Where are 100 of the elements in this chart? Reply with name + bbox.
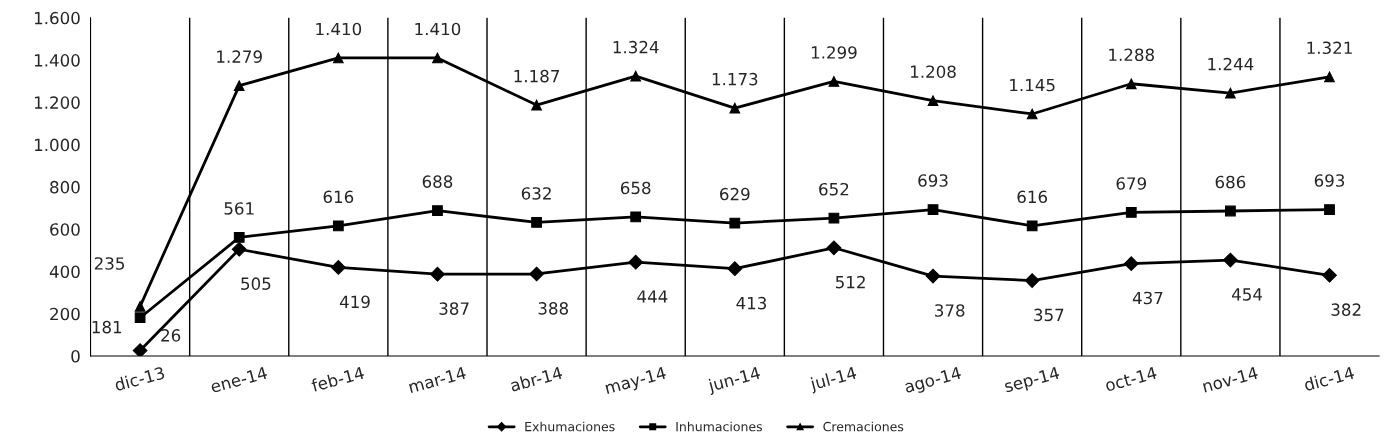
data-label: 419	[339, 295, 370, 309]
point	[1225, 87, 1236, 99]
y-tick-label: 600	[50, 223, 80, 236]
point	[332, 220, 344, 232]
point	[432, 205, 443, 216]
data-label: 512	[835, 275, 865, 289]
data-label: 378	[935, 304, 965, 317]
data-label: 693	[918, 174, 948, 187]
point	[531, 217, 542, 228]
point	[1324, 71, 1335, 83]
data-label: 1.279	[217, 50, 262, 63]
y-tick-label: 800	[50, 180, 80, 194]
data-label: 181	[92, 320, 122, 334]
data-label: 686	[1215, 175, 1246, 189]
data-label: 652	[819, 182, 849, 196]
data-label: 688	[422, 175, 453, 188]
data-label: 1.145	[1010, 78, 1055, 92]
x-tick-label: nov-14	[1202, 366, 1259, 393]
data-label: 658	[620, 181, 651, 195]
legend-label: Cremaciones	[823, 421, 904, 432]
point	[1026, 220, 1038, 232]
point	[1324, 204, 1335, 215]
y-tick-label: 1.600	[34, 11, 80, 25]
legend-label: Exhumaciones	[525, 421, 615, 432]
point	[1026, 108, 1038, 120]
point	[1225, 205, 1236, 217]
x-tick-label: mar-14	[408, 366, 467, 394]
x-tick-label: jul-14	[808, 365, 858, 394]
y-tick-label: 1.400	[34, 54, 80, 67]
point	[529, 266, 544, 282]
data-label: 505	[241, 277, 271, 290]
data-label: 388	[538, 302, 568, 315]
y-tick-label: 0	[71, 349, 80, 363]
point	[729, 102, 741, 114]
data-label: 561	[224, 202, 254, 215]
point	[231, 241, 247, 257]
point	[630, 211, 642, 223]
point	[132, 343, 148, 356]
x-tick-label: dic-14	[1303, 365, 1355, 392]
point	[531, 99, 542, 111]
data-label: 1.173	[712, 72, 758, 86]
point	[134, 300, 146, 312]
point	[1024, 273, 1040, 288]
data-label: 437	[1132, 291, 1163, 305]
data-label: 1.208	[911, 65, 956, 78]
point	[134, 312, 146, 324]
point	[826, 240, 842, 256]
data-label: 1.187	[514, 69, 560, 83]
data-label: 693	[1314, 174, 1345, 187]
data-label: 454	[1231, 288, 1263, 301]
point	[729, 217, 741, 229]
x-tick-label: may-14	[604, 366, 668, 398]
point	[927, 204, 939, 215]
data-label: 235	[94, 257, 124, 270]
point	[630, 70, 642, 82]
data-label: 632	[521, 187, 551, 200]
point	[1123, 256, 1139, 272]
point	[828, 212, 840, 224]
data-label: 1.244	[1208, 57, 1254, 71]
point	[1125, 78, 1137, 90]
data-label: 357	[1034, 308, 1064, 322]
point	[828, 76, 840, 87]
y-tick-label: 1.200	[34, 96, 80, 109]
point	[1322, 267, 1337, 283]
x-tick-label: feb-14	[310, 365, 365, 393]
x-tick-label: dic-13	[113, 366, 165, 392]
x-tick-label: oct-14	[1104, 366, 1158, 392]
data-label: 629	[720, 187, 750, 201]
point	[628, 254, 644, 270]
point	[233, 80, 245, 92]
point	[233, 232, 245, 243]
data-label: 387	[439, 302, 469, 315]
point	[432, 52, 443, 64]
x-tick-label: jun-14	[706, 365, 762, 396]
data-label: 413	[736, 296, 767, 310]
data-label: 1.324	[613, 40, 659, 54]
data-label: 1.321	[1307, 41, 1352, 55]
data-label: 679	[1116, 177, 1147, 190]
point	[332, 52, 344, 64]
point	[927, 95, 939, 107]
data-label: 1.410	[316, 22, 362, 36]
data-label: 26	[161, 329, 181, 342]
data-label: 444	[637, 290, 668, 303]
point	[1125, 207, 1137, 218]
y-tick-label: 1.000	[34, 138, 80, 152]
point	[430, 266, 445, 282]
point	[925, 268, 941, 284]
data-label: 382	[1331, 303, 1361, 316]
data-label: 1.410	[415, 22, 461, 36]
x-tick-label: abr-14	[509, 365, 563, 392]
data-label: 616	[323, 190, 354, 204]
point	[727, 261, 743, 277]
x-tick-label: ene-14	[210, 366, 268, 394]
legend-label: Inhumaciones	[676, 421, 763, 432]
x-tick-label: sep-14	[1003, 366, 1061, 396]
data-label: 1.288	[1109, 48, 1154, 62]
data-label: 1.299	[811, 46, 857, 59]
x-tick-label: ago-14	[903, 366, 963, 397]
point	[330, 260, 346, 275]
data-label: 616	[1017, 190, 1048, 204]
